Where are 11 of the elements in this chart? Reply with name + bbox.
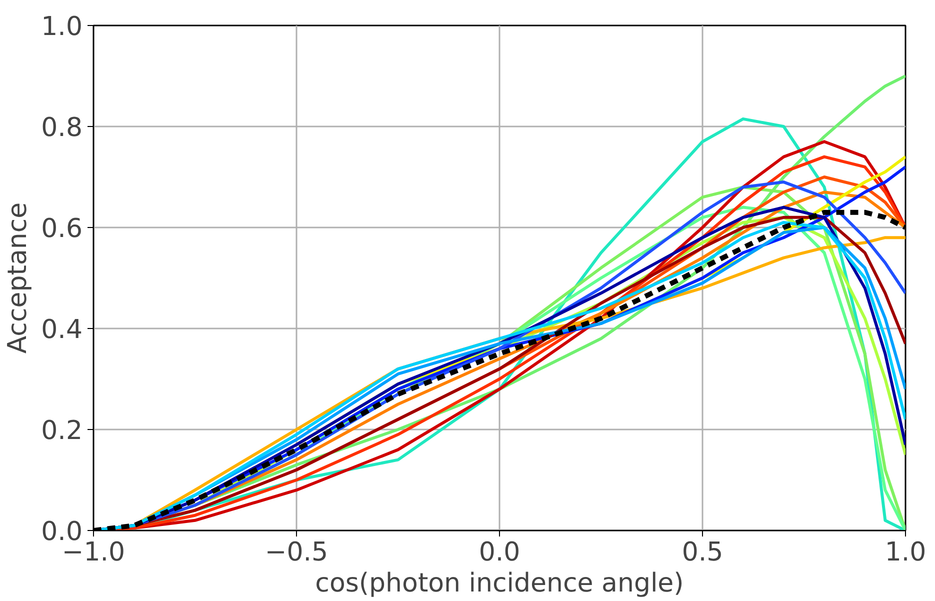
x-tick-label: 0.5	[682, 538, 724, 568]
x-tick-label: −0.5	[264, 538, 328, 568]
y-axis-title: Acceptance	[3, 202, 34, 354]
x-axis-title: cos(photon incidence angle)	[315, 568, 684, 598]
x-tick-label: 1.0	[884, 538, 926, 568]
y-tick-label: 0.8	[41, 113, 83, 143]
y-tick-label: 0.4	[41, 315, 83, 345]
y-tick-label: 0.2	[41, 416, 83, 446]
y-tick-label: 0.6	[41, 214, 83, 244]
y-tick-label: 1.0	[41, 12, 83, 42]
x-tick-label: 0.0	[478, 538, 520, 568]
